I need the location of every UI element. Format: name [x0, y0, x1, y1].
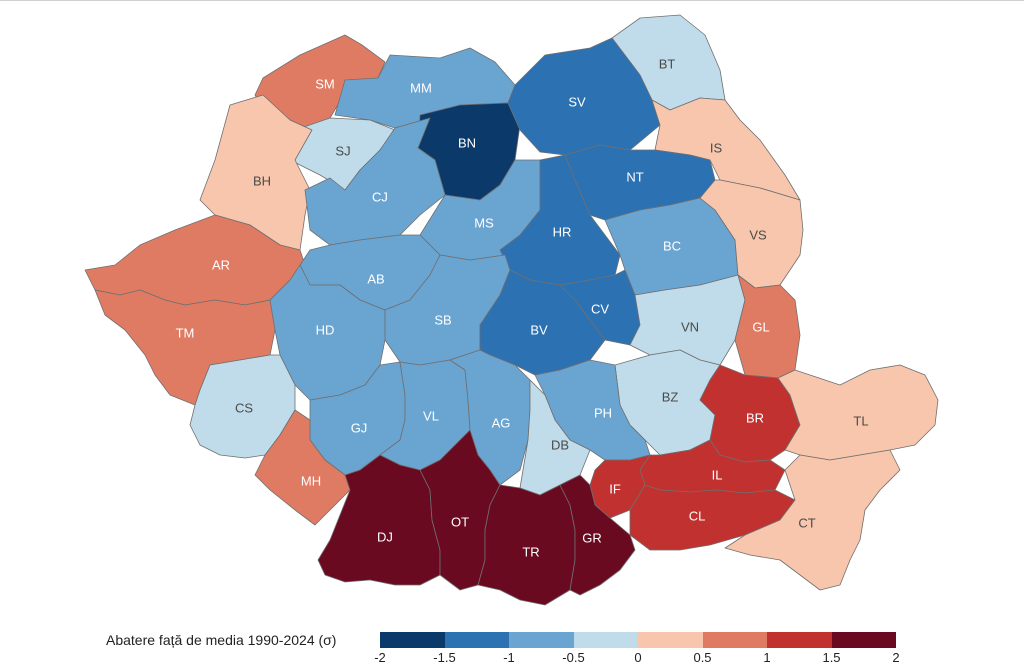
county-label-sv: SV	[568, 95, 586, 110]
legend-swatch	[702, 632, 767, 648]
county-label-tr: TR	[522, 545, 539, 560]
county-label-sm: SM	[315, 77, 335, 92]
county-label-ar: AR	[212, 258, 230, 273]
legend-tick-labels: -2 -1.5 -1 -0.5 0 0.5 1 1.5 2	[374, 650, 900, 667]
county-tl	[777, 364, 939, 461]
legend-tick-label: -0.5	[562, 650, 585, 665]
county-dj	[317, 454, 441, 586]
county-ag	[449, 349, 531, 486]
legend-title: Abatere față de media 1990-2024 (σ)	[106, 632, 337, 648]
county-label-is: IS	[710, 141, 723, 156]
county-layer	[84, 14, 939, 606]
county-label-tl: TL	[853, 414, 868, 429]
county-label-vn: VN	[681, 320, 699, 335]
county-label-nt: NT	[626, 170, 643, 185]
county-label-ag: AG	[492, 416, 511, 431]
legend-swatch	[444, 632, 509, 648]
county-label-hr: HR	[553, 225, 572, 240]
county-label-bn: BN	[458, 136, 476, 151]
county-label-ms: MS	[474, 216, 494, 231]
county-label-bz: BZ	[662, 390, 679, 405]
legend-swatch	[509, 632, 574, 648]
legend-swatch	[573, 632, 638, 648]
county-bh	[199, 94, 313, 251]
top-border	[0, 0, 1024, 1]
county-label-cj: CJ	[372, 190, 388, 205]
county-ct	[724, 449, 901, 591]
county-label-gj: GJ	[351, 421, 368, 436]
county-label-hd: HD	[316, 323, 335, 338]
legend-tick-label: 0.5	[693, 650, 712, 665]
county-label-bv: BV	[530, 323, 548, 338]
county-label-ph: PH	[594, 406, 612, 421]
county-label-gr: GR	[582, 531, 602, 546]
romania-county-map: SM MM BT SJ BN SV IS BH CJ MS HR NT BC VS AR AB TM HD SB BV…	[84, 14, 939, 606]
county-label-vl: VL	[423, 409, 439, 424]
legend-tick-label: 1	[763, 650, 771, 665]
county-label-br: BR	[746, 411, 764, 426]
county-label-tm: TM	[176, 326, 195, 341]
county-label-gl: GL	[752, 320, 769, 335]
legend-tick-label: -1	[503, 650, 515, 665]
county-label-vs: VS	[749, 228, 767, 243]
legend-tick-label: 2	[892, 650, 900, 665]
legend-swatch	[767, 632, 832, 648]
legend-tick-label: -1.5	[433, 650, 456, 665]
county-vs	[699, 179, 804, 289]
county-label-dj: DJ	[377, 530, 393, 545]
county-label-bh: BH	[253, 174, 271, 189]
county-label-cl: CL	[689, 509, 706, 524]
county-label-if: IF	[609, 482, 621, 497]
county-label-cv: CV	[591, 302, 609, 317]
legend-color-bar	[380, 632, 896, 648]
county-label-bt: BT	[659, 57, 676, 72]
county-label-mh: MH	[301, 474, 321, 489]
county-label-bc: BC	[663, 239, 681, 254]
county-label-db: DB	[551, 438, 569, 453]
legend-swatch	[638, 632, 703, 648]
county-label-il: IL	[712, 468, 723, 483]
legend-tick-label: 1.5	[822, 650, 841, 665]
legend-tick-label: 0	[634, 650, 642, 665]
county-label-sb: SB	[434, 313, 451, 328]
county-label-ct: CT	[798, 516, 815, 531]
county-label-mm: MM	[410, 81, 432, 96]
county-label-sj: SJ	[335, 144, 350, 159]
legend-swatch	[831, 632, 896, 648]
county-label-cs: CS	[235, 401, 253, 416]
legend-tick-label: -2	[374, 650, 386, 665]
county-label-layer: SM MM BT SJ BN SV IS BH CJ MS HR NT BC VS AR AB TM HD SB BV…	[176, 57, 869, 560]
county-label-ot: OT	[451, 515, 469, 530]
county-gr	[559, 474, 636, 596]
legend-swatch	[380, 632, 445, 648]
county-label-ab: AB	[367, 272, 384, 287]
